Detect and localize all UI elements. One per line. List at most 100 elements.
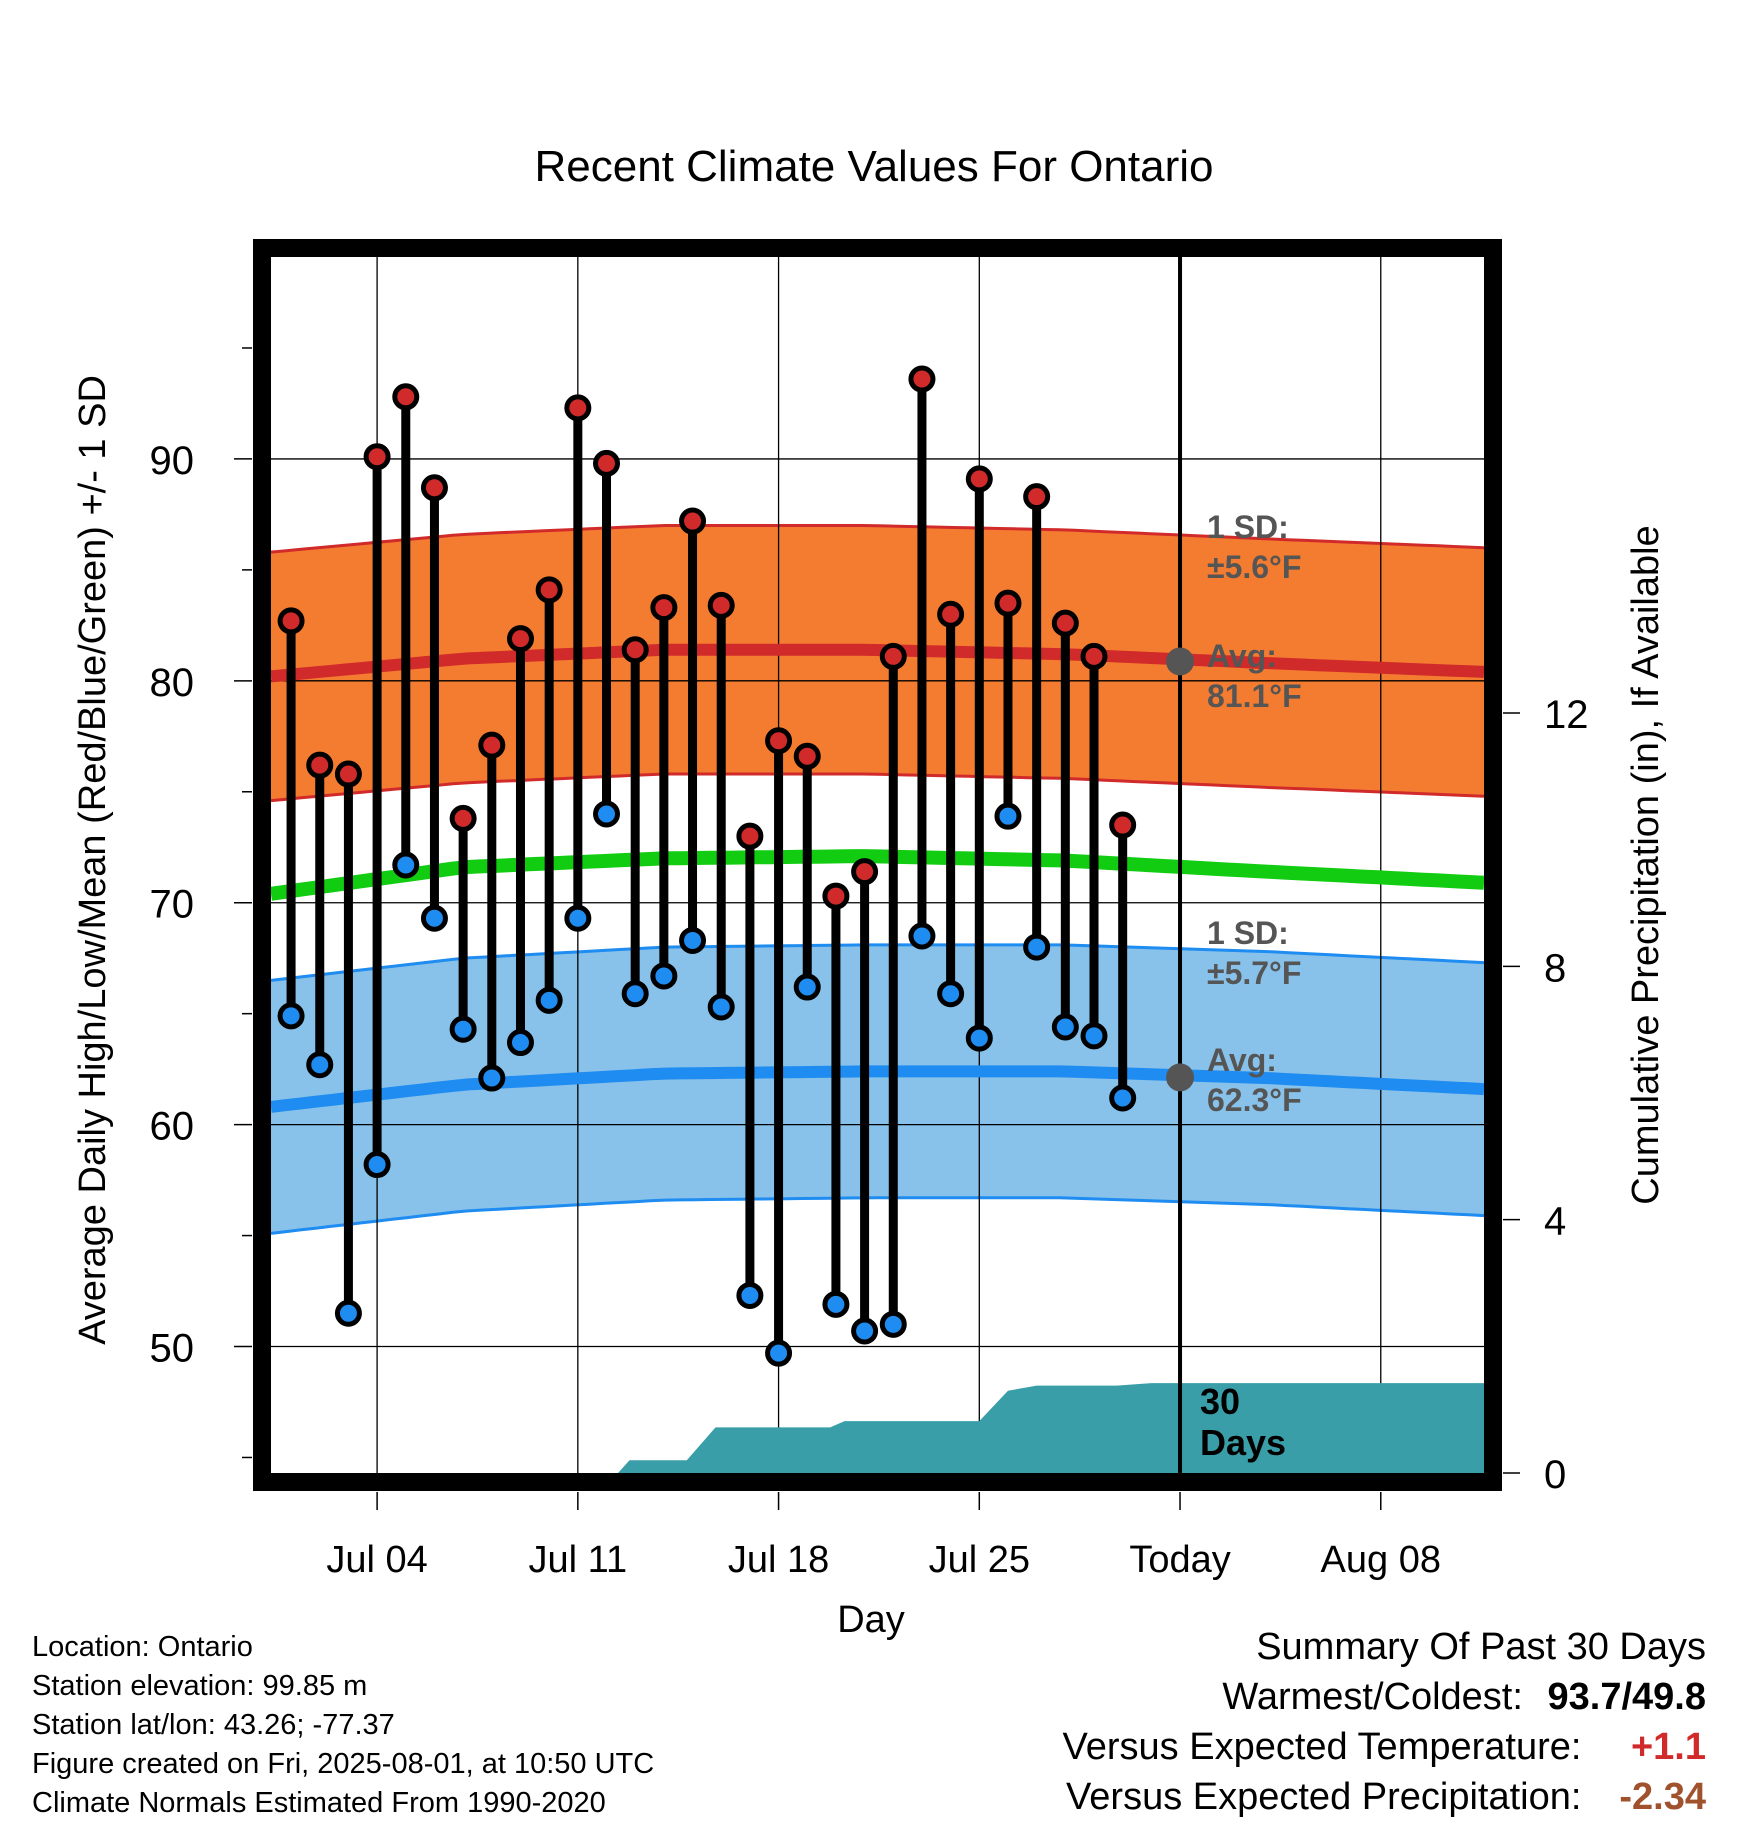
high-sd-upper-edge — [270, 524, 1485, 554]
elevation-text: Station elevation: 99.85 m — [32, 1670, 368, 1702]
precip-anomaly-value: -2.34 — [1619, 1776, 1706, 1818]
low-point — [334, 1299, 362, 1327]
y2-tick-label: 0 — [1544, 1453, 1566, 1497]
high-point — [908, 365, 936, 393]
high-sd-label: 1 SD: — [1207, 509, 1289, 545]
low-point — [650, 962, 678, 990]
low-point — [937, 980, 965, 1008]
low-point — [449, 1015, 477, 1043]
low-point — [277, 1002, 305, 1030]
high-point — [334, 760, 362, 788]
low-point — [765, 1339, 793, 1367]
low-point — [822, 1290, 850, 1318]
y-tick-label: 50 — [150, 1327, 195, 1371]
low-avg-label: Avg: — [1207, 1042, 1277, 1078]
low-point — [506, 1029, 534, 1057]
temp-anomaly-value: +1.1 — [1630, 1726, 1706, 1768]
low-point — [621, 980, 649, 1008]
high-point — [478, 731, 506, 759]
summary-title: Summary Of Past 30 Days — [1256, 1626, 1706, 1668]
warm-cold-values: 93.7/49.8 — [1548, 1676, 1707, 1718]
normal-lines — [270, 643, 1485, 1113]
low-avg-value: 62.3°F — [1207, 1082, 1302, 1118]
axes: 50 60 70 80 90 0 4 8 12 Jul 04 Jul 11 Jul 18 Jul 25 T… — [150, 347, 1589, 1581]
low-point — [392, 851, 420, 879]
high-point — [765, 727, 793, 755]
low-point — [306, 1051, 334, 1079]
high-point — [593, 449, 621, 477]
high-point — [994, 589, 1022, 617]
low-point — [564, 904, 592, 932]
low-point — [1109, 1084, 1137, 1112]
precipitation-area — [271, 1383, 1484, 1473]
low-point — [707, 993, 735, 1021]
x-tick-label: Jul 11 — [529, 1539, 628, 1581]
x-tick-label: Today — [1129, 1539, 1230, 1581]
low-point — [679, 926, 707, 954]
normals-text: Climate Normals Estimated From 1990-2020 — [32, 1787, 606, 1819]
y-tick-label: 90 — [150, 439, 195, 483]
station-info: Location: Ontario Station elevation: 99.… — [32, 1628, 654, 1823]
low-point — [420, 904, 448, 932]
warm-cold-label: Warmest/Coldest: — [1222, 1676, 1523, 1718]
today-avg-low-dot — [1166, 1063, 1195, 1092]
low-sd-upper-edge — [270, 943, 1485, 982]
high-point — [707, 591, 735, 619]
high-point — [851, 858, 879, 886]
plot-frame — [253, 239, 1502, 1491]
high-point — [564, 394, 592, 422]
x-tick-label: Jul 25 — [929, 1539, 1030, 1581]
high-point — [306, 751, 334, 779]
low-point — [793, 973, 821, 1001]
high-point — [1080, 642, 1108, 670]
low-point — [879, 1310, 907, 1338]
y2-tick-label: 12 — [1544, 693, 1589, 737]
high-point — [363, 443, 391, 471]
summary-temp: Versus Expected Temperature: +1.1 — [1063, 1722, 1706, 1772]
high-avg-label: Avg: — [1207, 638, 1277, 674]
high-point — [420, 474, 448, 502]
high-point — [879, 642, 907, 670]
high-point — [449, 804, 477, 832]
warmest-value: 93.7 — [1547, 1676, 1622, 1718]
warm-cold-separator: / — [1621, 1676, 1633, 1718]
high-avg-value: 81.1°F — [1207, 678, 1302, 714]
high-point — [1023, 483, 1051, 511]
low-point — [965, 1024, 993, 1052]
low-point — [1080, 1022, 1108, 1050]
created-text: Figure created on Fri, 2025-08-01, at 10… — [32, 1748, 655, 1780]
low-point — [363, 1151, 391, 1179]
high-point — [1109, 811, 1137, 839]
low-point — [736, 1281, 764, 1309]
chart-title: Recent Climate Values For Ontario — [534, 142, 1213, 191]
avg-mean-line — [270, 849, 1485, 901]
high-point — [392, 383, 420, 411]
annotations: 1 SD: ±5.6°F Avg: 81.1°F 1 SD: ±5.7°F Av… — [1200, 509, 1302, 1463]
y-tick-label: 70 — [150, 883, 195, 927]
high-point — [535, 576, 563, 604]
summary-warm-cold: Warmest/Coldest: 93.7/49.8 — [1063, 1672, 1706, 1722]
low-point — [1051, 1013, 1079, 1041]
y2-tick-label: 4 — [1544, 1200, 1566, 1244]
precip-cumulative-area — [271, 1383, 1484, 1473]
y-axis-label: Average Daily High/Low/Mean (Red/Blue/Gr… — [72, 375, 114, 1345]
y2-axis-label: Cumulative Precipitation (in), If Availa… — [1625, 525, 1667, 1204]
y2-tick-label: 8 — [1544, 946, 1566, 990]
low-point — [1023, 933, 1051, 961]
today-marker — [1166, 257, 1195, 1473]
temp-label: Versus Expected Temperature: — [1062, 1726, 1582, 1768]
latlon-text: Station lat/lon: 43.26; -77.37 — [32, 1709, 395, 1741]
low-point — [994, 802, 1022, 830]
avg-low-line — [270, 1065, 1485, 1113]
high-point — [1051, 609, 1079, 637]
high-point — [679, 507, 707, 535]
high-point — [621, 636, 649, 664]
high-point — [650, 594, 678, 622]
precip-label: Versus Expected Precipitation: — [1066, 1776, 1582, 1818]
high-sd-value: ±5.6°F — [1207, 549, 1301, 585]
high-point — [736, 822, 764, 850]
coldest-value: 49.8 — [1632, 1676, 1706, 1718]
low-sd-value: ±5.7°F — [1207, 955, 1301, 991]
high-sd-lower-edge — [270, 772, 1485, 803]
high-point — [277, 607, 305, 635]
